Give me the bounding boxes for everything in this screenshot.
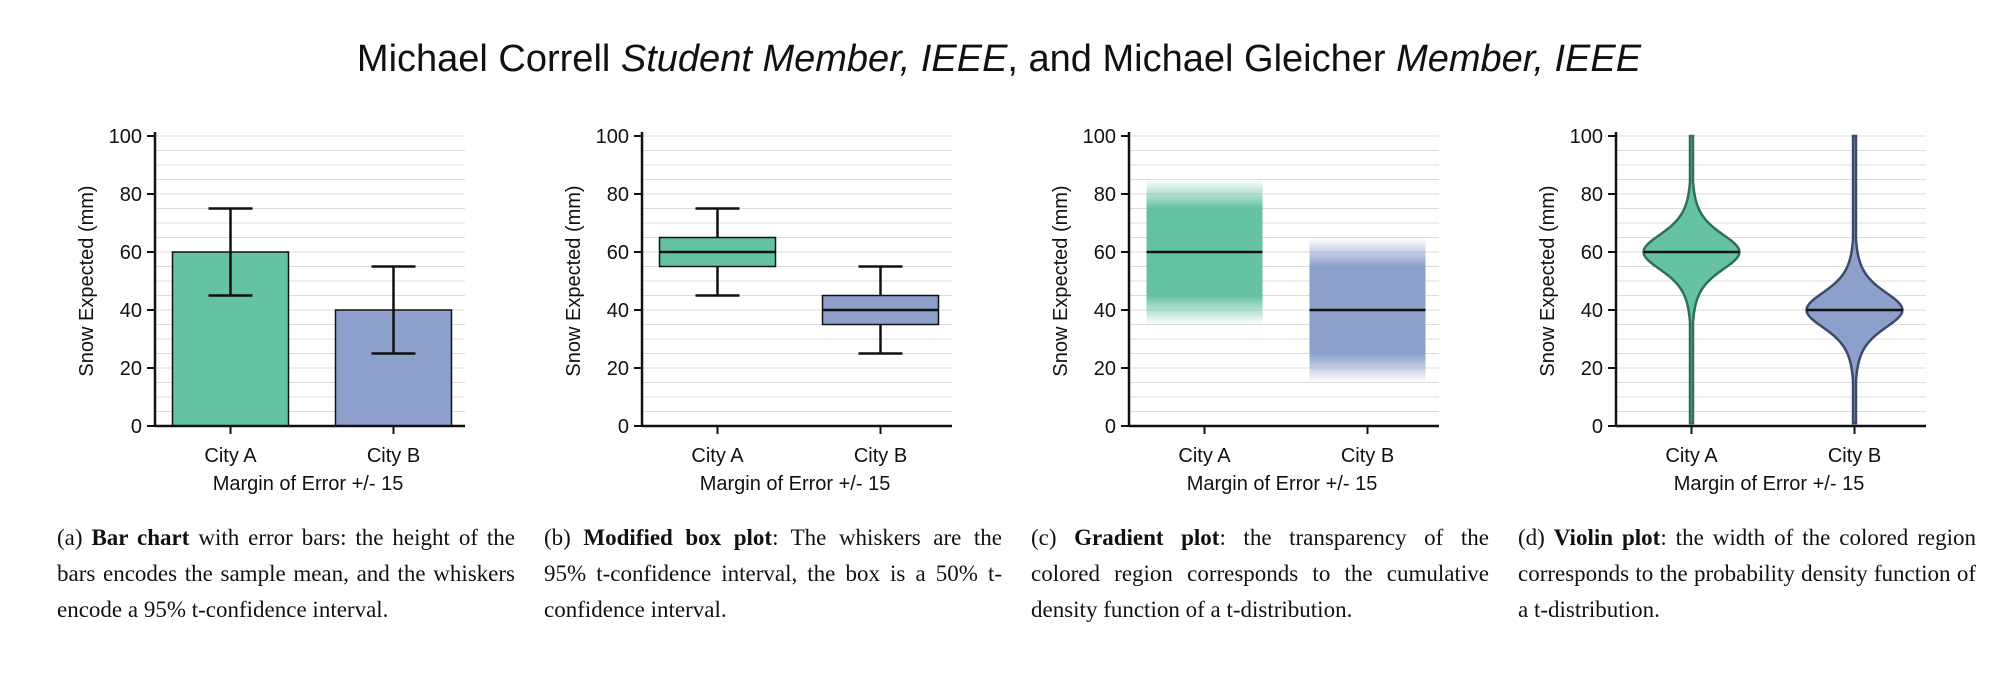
caption-c-tag: (c) xyxy=(1031,525,1057,550)
box-plot: 0 20 40 60 80 100 City A City B Margin of Error … xyxy=(563,126,952,495)
caption-c-text: : the transparency of the colored region… xyxy=(1031,525,1490,622)
y-tick-label: 100 xyxy=(1570,126,1603,148)
y-tick-label: 80 xyxy=(1581,184,1603,206)
y-axis-label: Snow Expected (mm) xyxy=(1537,185,1559,376)
y-tick-label: 0 xyxy=(1105,416,1116,438)
x-tick-label: City B xyxy=(1341,445,1394,467)
x-tick-label: City A xyxy=(1178,445,1231,467)
caption-a: (a) Bar chart with error bars: the heigh… xyxy=(57,520,515,628)
x-tick-label: City B xyxy=(854,445,907,467)
panel-c: 0 20 40 60 80 100 City A City B Margin of Error … xyxy=(1044,120,1514,510)
y-tick-label: 80 xyxy=(120,184,142,206)
caption-a-title: Bar chart xyxy=(91,525,190,550)
author-1-role: Student Member, IEEE xyxy=(620,38,1008,80)
x-axis-label: Margin of Error +/- 15 xyxy=(1187,473,1378,495)
caption-d-title: Violin plot xyxy=(1553,525,1661,550)
caption-d-text: : the width of the colored region corres… xyxy=(1518,525,1976,622)
x-axis-label: Margin of Error +/- 15 xyxy=(1674,473,1865,495)
y-tick-label: 20 xyxy=(120,358,142,380)
y-tick-label: 60 xyxy=(1094,242,1116,264)
caption-b: (b) Modified box plot: The whiskers are … xyxy=(544,520,1002,628)
author-separator: , and xyxy=(1007,38,1092,80)
caption-d: (d) Violin plot: the width of the colore… xyxy=(1518,520,1976,628)
x-tick-label: City A xyxy=(1665,445,1718,467)
y-tick-label: 60 xyxy=(1581,242,1603,264)
y-tick-label: 80 xyxy=(1094,184,1116,206)
caption-b-text: : The whiskers are the 95% t-confidence … xyxy=(544,525,1003,622)
y-tick-label: 80 xyxy=(607,184,629,206)
x-tick-label: City A xyxy=(204,445,257,467)
panel-d: 0 20 40 60 80 100 City A City B Margin of Error … xyxy=(1531,120,1998,510)
author-2: Michael Gleicher xyxy=(1102,38,1386,80)
author-line: Michael Correll Student Member, IEEE, an… xyxy=(0,38,1998,81)
y-tick-label: 0 xyxy=(618,416,629,438)
y-tick-label: 60 xyxy=(120,242,142,264)
gradient-plot: 0 20 40 60 80 100 City A City B Margin of Error … xyxy=(1050,126,1439,495)
y-tick-label: 40 xyxy=(607,300,629,322)
y-tick-label: 20 xyxy=(1094,358,1116,380)
y-axis-label: Snow Expected (mm) xyxy=(1050,185,1072,376)
caption-b-tag: (b) xyxy=(544,525,571,550)
y-tick-label: 40 xyxy=(1581,300,1603,322)
caption-c-title: Gradient plot xyxy=(1074,525,1220,550)
caption-d-tag: (d) xyxy=(1518,525,1545,550)
y-tick-label: 0 xyxy=(131,416,142,438)
y-tick-label: 0 xyxy=(1592,416,1603,438)
violin-shape xyxy=(1642,134,1741,425)
caption-a-text: with error bars: the height of the bars … xyxy=(57,525,516,622)
y-tick-label: 20 xyxy=(1581,358,1603,380)
author-1: Michael Correll xyxy=(356,38,611,80)
bar-chart: 0 20 40 60 80 100 City A City B Margin of Error … xyxy=(76,126,465,495)
violin-plot: 0 20 40 60 80 100 City A City B Margin of Error … xyxy=(1537,126,1926,495)
y-tick-label: 100 xyxy=(596,126,629,148)
y-axis-label: Snow Expected (mm) xyxy=(76,185,98,376)
y-tick-label: 100 xyxy=(109,126,142,148)
x-tick-label: City B xyxy=(367,445,420,467)
y-tick-label: 40 xyxy=(120,300,142,322)
panel-a: 0 20 40 60 80 100 City A City B Margin of Error … xyxy=(70,120,540,510)
violin-shape xyxy=(1805,134,1904,425)
y-axis-label: Snow Expected (mm) xyxy=(563,185,585,376)
y-tick-label: 20 xyxy=(607,358,629,380)
y-tick-label: 40 xyxy=(1094,300,1116,322)
caption-c: (c) Gradient plot: the transparency of t… xyxy=(1031,520,1489,628)
panel-b: 0 20 40 60 80 100 City A City B Margin of Error … xyxy=(557,120,1027,510)
x-tick-label: City B xyxy=(1828,445,1881,467)
x-axis-label: Margin of Error +/- 15 xyxy=(700,473,891,495)
x-axis-label: Margin of Error +/- 15 xyxy=(213,473,404,495)
author-2-role: Member, IEEE xyxy=(1396,38,1642,80)
x-tick-label: City A xyxy=(691,445,744,467)
y-tick-label: 60 xyxy=(607,242,629,264)
caption-a-tag: (a) xyxy=(57,525,83,550)
y-tick-label: 100 xyxy=(1083,126,1116,148)
caption-b-title: Modified box plot xyxy=(583,525,773,550)
